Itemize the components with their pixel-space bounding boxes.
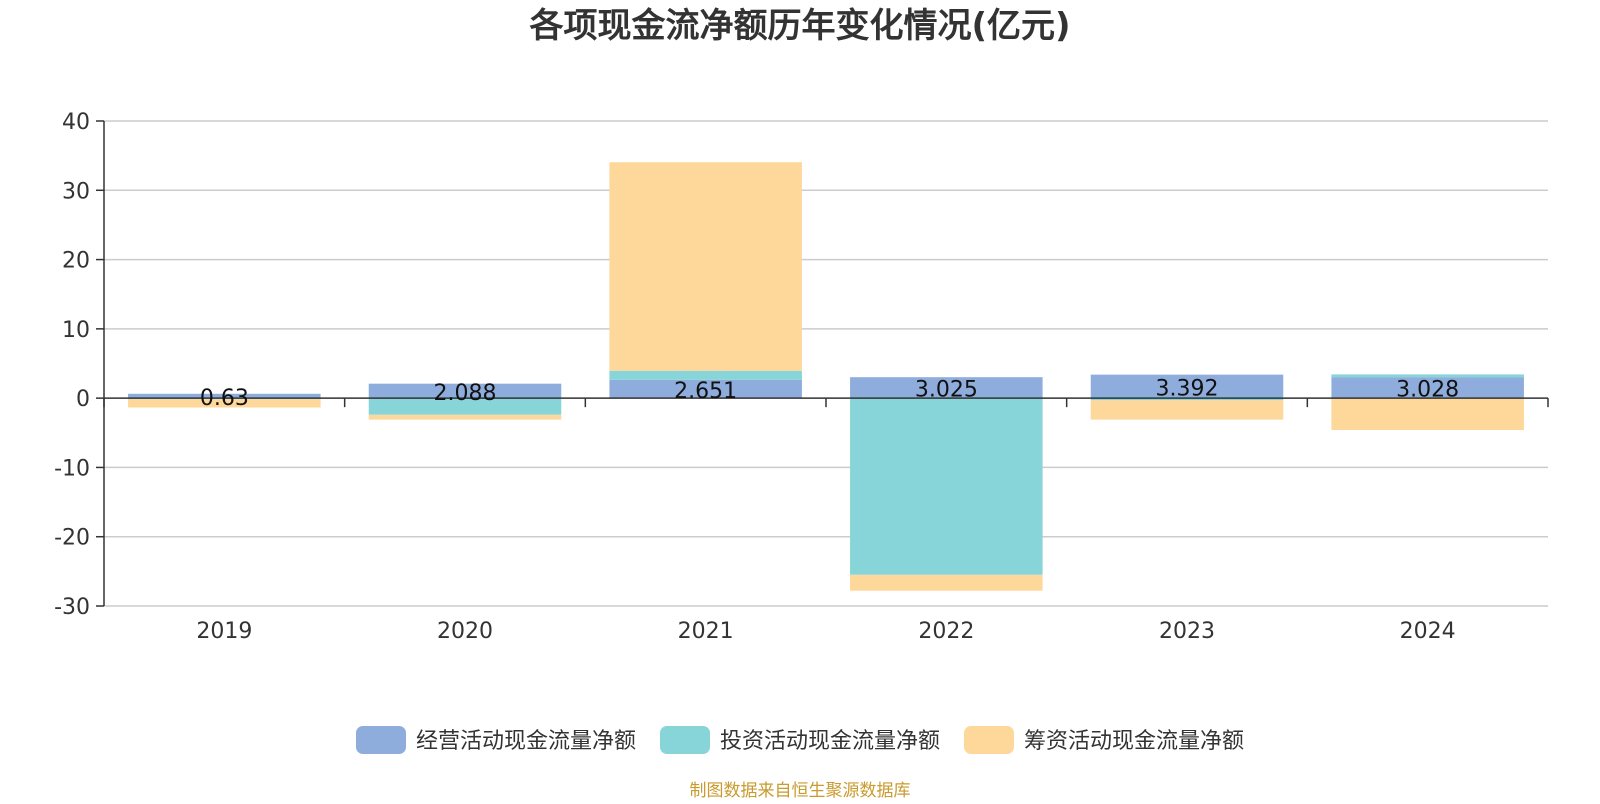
source-note: 制图数据来自恒生聚源数据库 [690,781,911,800]
legend-label[interactable]: 筹资活动现金流量净额 [1024,729,1244,754]
x-tick-label: 2019 [196,619,252,644]
data-label: 2.088 [434,381,497,406]
data-label: 3.392 [1156,376,1219,401]
x-tick-label: 2021 [678,619,734,644]
y-tick-label: -30 [54,595,90,620]
grid-lines [104,120,1548,607]
x-tick-label: 2022 [918,619,974,644]
bar-2019-series-0[interactable] [128,393,321,399]
bar-2024-series-2[interactable] [1331,398,1524,431]
data-label: 0.63 [200,386,249,411]
bar-2021-series-1[interactable] [609,370,802,380]
bar-2023-series-1[interactable] [1090,398,1284,401]
y-tick-label: 0 [76,387,90,412]
y-tick-label: 20 [62,249,90,274]
data-label: 3.028 [1396,378,1459,403]
bar-2021-series-0[interactable] [609,379,802,399]
x-tick-label: 2023 [1159,619,1215,644]
chart-title: 各项现金流净额历年变化情况(亿元) [529,6,1070,46]
x-tick-label: 2024 [1400,619,1456,644]
bar-2021-series-2[interactable] [609,162,802,371]
bar-2020-series-0[interactable] [368,383,562,399]
bar-2022-series-2[interactable] [850,574,1043,591]
data-labels: 0.63 2.088 2.651 3.025 3.392 3.028 [200,376,1459,411]
legend[interactable]: 经营活动现金流量净额 投资活动现金流量净额 筹资活动现金流量净额 [356,726,1244,754]
legend-label[interactable]: 投资活动现金流量净额 [720,729,940,754]
bar-2023-series-2[interactable] [1090,400,1284,420]
bar-2020-series-1[interactable] [368,398,562,415]
bars [128,162,1524,591]
bar-2022-series-0[interactable] [850,377,1043,399]
axes: 40 30 20 10 0 -10 -20 -30 2019 2020 2021 2022 2023 20… [54,110,1549,644]
bar-2019-series-2[interactable] [128,399,321,408]
data-label: 3.025 [915,378,978,403]
bar-2024-series-0[interactable] [1331,377,1524,399]
bar-2023-series-0[interactable] [1090,374,1284,399]
legend-swatch[interactable] [964,726,1014,754]
y-tick-label: 10 [62,318,90,343]
bar-2024-series-1[interactable] [1331,374,1524,378]
legend-swatch[interactable] [356,726,406,754]
y-tick-label: -20 [54,526,90,551]
legend-label[interactable]: 经营活动现金流量净额 [416,729,636,754]
y-tick-label: 30 [62,179,90,204]
x-tick-label: 2020 [437,619,493,644]
bar-2020-series-2[interactable] [368,414,562,420]
y-tick-label: -10 [54,456,90,481]
legend-swatch[interactable] [660,726,710,754]
y-tick-label: 40 [62,110,90,135]
data-label: 2.651 [674,379,737,404]
bar-2022-series-1[interactable] [850,398,1043,575]
